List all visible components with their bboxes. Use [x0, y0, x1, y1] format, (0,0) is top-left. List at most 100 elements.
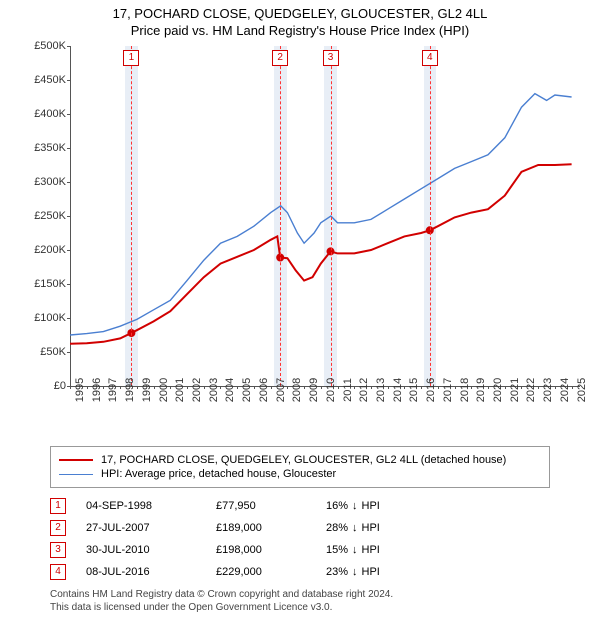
chart-area: 1234£0£50K£100K£150K£200K£250K£300K£350K…	[20, 46, 580, 406]
x-tick-label: 2024	[559, 378, 571, 402]
arrow-down-icon: ↓	[352, 544, 358, 556]
x-tick	[404, 386, 405, 389]
sale-marker-box: 1	[123, 50, 139, 66]
y-tick	[67, 80, 70, 81]
sales-diff: 15% ↓ HPI	[326, 544, 446, 556]
x-tick-label: 2003	[208, 378, 220, 402]
legend-label: HPI: Average price, detached house, Glou…	[101, 468, 336, 480]
sale-vline	[331, 46, 332, 386]
legend-swatch-red	[59, 459, 93, 461]
legend-item: 17, POCHARD CLOSE, QUEDGELEY, GLOUCESTER…	[59, 454, 541, 466]
x-tick	[354, 386, 355, 389]
x-tick-label: 1999	[141, 378, 153, 402]
sales-marker-num: 3	[50, 542, 66, 558]
series-line-blue	[70, 94, 572, 335]
sales-date: 30-JUL-2010	[86, 544, 216, 556]
sales-marker-num: 2	[50, 520, 66, 536]
x-tick	[421, 386, 422, 389]
y-tick	[67, 216, 70, 217]
x-tick-label: 2015	[408, 378, 420, 402]
y-tick	[67, 114, 70, 115]
x-tick-label: 2012	[358, 378, 370, 402]
x-tick-label: 2008	[291, 378, 303, 402]
x-tick-label: 2001	[174, 378, 186, 402]
x-tick	[521, 386, 522, 389]
x-tick-label: 2016	[425, 378, 437, 402]
sales-price: £77,950	[216, 500, 326, 512]
footer-attribution: Contains HM Land Registry data © Crown c…	[50, 588, 550, 614]
chart-title-line2: Price paid vs. HM Land Registry's House …	[0, 23, 600, 38]
x-tick-label: 2013	[375, 378, 387, 402]
x-tick-label: 2007	[275, 378, 287, 402]
x-tick	[204, 386, 205, 389]
sale-marker-box: 4	[422, 50, 438, 66]
arrow-down-icon: ↓	[352, 500, 358, 512]
y-tick-label: £50K	[20, 346, 66, 358]
x-tick-label: 2010	[325, 378, 337, 402]
x-tick	[170, 386, 171, 389]
y-tick	[67, 250, 70, 251]
chart-title-block: 17, POCHARD CLOSE, QUEDGELEY, GLOUCESTER…	[0, 0, 600, 40]
y-tick-label: £350K	[20, 142, 66, 154]
x-tick	[321, 386, 322, 389]
x-tick	[388, 386, 389, 389]
legend-label: 17, POCHARD CLOSE, QUEDGELEY, GLOUCESTER…	[101, 454, 506, 466]
x-tick-label: 2019	[475, 378, 487, 402]
y-tick	[67, 318, 70, 319]
sales-date: 04-SEP-1998	[86, 500, 216, 512]
legend-swatch-blue	[59, 474, 93, 475]
x-tick-label: 1997	[107, 378, 119, 402]
sale-vline	[430, 46, 431, 386]
x-tick	[455, 386, 456, 389]
y-tick	[67, 352, 70, 353]
y-tick-label: £450K	[20, 74, 66, 86]
chart-lines-svg	[70, 46, 580, 386]
x-tick	[287, 386, 288, 389]
x-tick-label: 2025	[576, 378, 588, 402]
sales-price: £189,000	[216, 522, 326, 534]
y-tick-label: £400K	[20, 108, 66, 120]
x-tick-label: 2014	[392, 378, 404, 402]
y-tick-label: £150K	[20, 278, 66, 290]
x-tick	[220, 386, 221, 389]
x-tick	[572, 386, 573, 389]
x-tick-label: 1998	[124, 378, 136, 402]
series-line-red	[70, 164, 572, 343]
x-tick	[87, 386, 88, 389]
legend-box: 17, POCHARD CLOSE, QUEDGELEY, GLOUCESTER…	[50, 446, 550, 488]
x-tick-label: 2011	[342, 378, 354, 402]
x-tick	[488, 386, 489, 389]
chart-title-line1: 17, POCHARD CLOSE, QUEDGELEY, GLOUCESTER…	[0, 6, 600, 21]
x-tick	[304, 386, 305, 389]
x-tick	[538, 386, 539, 389]
x-tick-label: 2021	[509, 378, 521, 402]
arrow-down-icon: ↓	[352, 522, 358, 534]
y-tick-label: £200K	[20, 244, 66, 256]
sale-vline	[131, 46, 132, 386]
sales-row: 104-SEP-1998£77,95016% ↓ HPI	[50, 498, 550, 514]
sale-marker-box: 3	[323, 50, 339, 66]
sales-row: 2 27-JUL-2007£189,00028% ↓ HPI	[50, 520, 550, 536]
sales-date: 27-JUL-2007	[86, 522, 216, 534]
sale-marker-box: 2	[272, 50, 288, 66]
y-tick-label: £500K	[20, 40, 66, 52]
sales-price: £198,000	[216, 544, 326, 556]
y-tick-label: £300K	[20, 176, 66, 188]
x-tick	[154, 386, 155, 389]
x-tick	[505, 386, 506, 389]
x-tick	[187, 386, 188, 389]
y-tick-label: £0	[20, 380, 66, 392]
footer-line: This data is licensed under the Open Gov…	[50, 601, 550, 614]
x-tick	[237, 386, 238, 389]
x-tick	[271, 386, 272, 389]
sales-diff: 28% ↓ HPI	[326, 522, 446, 534]
footer-line: Contains HM Land Registry data © Crown c…	[50, 588, 550, 601]
x-tick-label: 2017	[442, 378, 454, 402]
y-tick	[67, 46, 70, 47]
sales-price: £229,000	[216, 566, 326, 578]
y-tick-label: £250K	[20, 210, 66, 222]
sales-diff: 23% ↓ HPI	[326, 566, 446, 578]
sales-row: 3 30-JUL-2010£198,00015% ↓ HPI	[50, 542, 550, 558]
x-tick-label: 2023	[542, 378, 554, 402]
x-tick	[137, 386, 138, 389]
